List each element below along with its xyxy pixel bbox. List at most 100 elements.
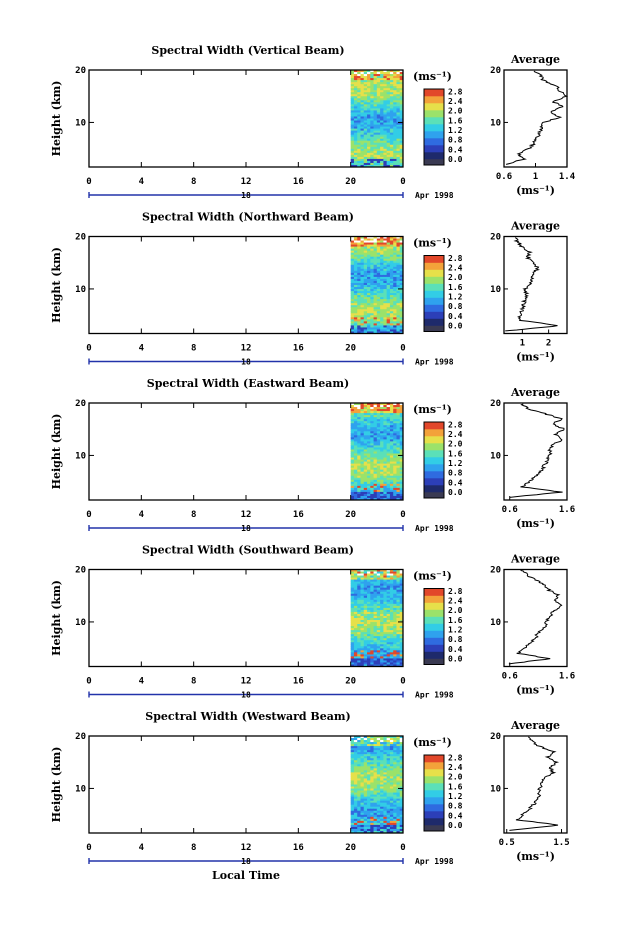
heatmap-cell bbox=[389, 118, 394, 121]
heatmap-cell bbox=[353, 607, 358, 611]
heatmap-cell bbox=[399, 451, 404, 454]
heatmap-cell bbox=[373, 640, 378, 643]
heatmap-cell bbox=[350, 569, 355, 572]
heatmap-cell bbox=[370, 236, 374, 239]
x-tick-label: 8 bbox=[191, 344, 196, 354]
heatmap-cell bbox=[360, 110, 365, 113]
heatmap-cell bbox=[396, 776, 401, 779]
colorbar-tick-label: 0.0 bbox=[448, 488, 463, 497]
heatmap-cell bbox=[386, 740, 391, 743]
heatmap-cell bbox=[380, 264, 384, 268]
heatmap-cell bbox=[357, 439, 361, 442]
heatmap-cell bbox=[353, 96, 358, 99]
heatmap-cell bbox=[389, 581, 394, 585]
heatmap-cell bbox=[389, 630, 394, 633]
heatmap-cell bbox=[357, 435, 361, 438]
heatmap-cell bbox=[367, 439, 371, 442]
heatmap-cell bbox=[353, 254, 358, 258]
heatmap-cell bbox=[370, 429, 374, 432]
heatmap-cell bbox=[370, 778, 374, 781]
heatmap-cell bbox=[383, 601, 388, 605]
heatmap-cell bbox=[363, 252, 368, 256]
heatmap-cell bbox=[396, 160, 401, 164]
heatmap-cell bbox=[386, 790, 391, 793]
heatmap-cell bbox=[399, 830, 404, 834]
heatmap-cell bbox=[399, 88, 404, 91]
colorbar-tick-label: 0.8 bbox=[448, 302, 463, 311]
heatmap-cell bbox=[363, 808, 368, 812]
heatmap-cell bbox=[370, 268, 374, 272]
heatmap-cell bbox=[353, 415, 358, 418]
heatmap-cell bbox=[370, 652, 374, 655]
heatmap-cell bbox=[383, 624, 388, 627]
heatmap-cell bbox=[350, 664, 355, 667]
heatmap-cell bbox=[386, 495, 391, 499]
heatmap-cell bbox=[389, 748, 394, 751]
heatmap-cell bbox=[389, 792, 394, 795]
heatmap-cell bbox=[373, 642, 378, 645]
colorbar-swatch bbox=[424, 103, 444, 111]
heatmap-cell bbox=[386, 455, 391, 458]
heatmap-cell bbox=[373, 762, 378, 765]
heatmap-cell bbox=[389, 74, 394, 77]
heatmap-cell bbox=[357, 650, 361, 653]
heatmap-cell bbox=[357, 264, 361, 268]
heatmap-cell bbox=[380, 658, 384, 661]
heatmap-cell bbox=[389, 640, 394, 643]
heatmap-cell bbox=[380, 812, 384, 816]
heatmap-cell bbox=[357, 88, 361, 91]
heatmap-cell bbox=[383, 479, 388, 483]
heatmap-cell bbox=[353, 295, 358, 298]
heatmap-cell bbox=[360, 812, 365, 816]
heatmap-cell bbox=[376, 96, 381, 99]
heatmap-cell bbox=[389, 92, 394, 95]
heatmap-cell bbox=[383, 124, 388, 127]
heatmap-cell bbox=[373, 772, 378, 775]
heatmap-cell bbox=[399, 78, 404, 81]
heatmap-cell bbox=[360, 491, 365, 495]
heatmap-cell bbox=[367, 658, 371, 661]
heatmap-cell bbox=[370, 782, 374, 785]
heatmap-cell bbox=[353, 276, 358, 280]
heatmap-cell bbox=[376, 595, 381, 599]
heatmap-cell bbox=[370, 455, 374, 458]
x-tick-label: 0 bbox=[86, 510, 91, 520]
heatmap-cell bbox=[386, 291, 391, 294]
heatmap-cell bbox=[353, 744, 358, 747]
heatmap-cell bbox=[386, 118, 391, 121]
heatmap-cell bbox=[386, 652, 391, 655]
heatmap-cell bbox=[396, 70, 401, 73]
heatmap-cell bbox=[357, 806, 361, 810]
heatmap-cell bbox=[367, 240, 371, 243]
heatmap-cell bbox=[399, 429, 404, 432]
heatmap-cell bbox=[396, 72, 401, 75]
y-tick-label: 10 bbox=[75, 618, 86, 628]
heatmap-cell bbox=[370, 415, 374, 418]
heatmap-cell bbox=[353, 152, 358, 156]
heatmap-cell bbox=[393, 124, 397, 127]
heatmap-cell bbox=[367, 664, 371, 667]
heatmap-cell bbox=[380, 272, 384, 276]
heatmap-cell bbox=[370, 650, 374, 653]
heatmap-cell bbox=[350, 605, 355, 609]
heatmap-cell bbox=[396, 248, 401, 252]
heatmap-cell bbox=[396, 270, 401, 274]
date-label: Apr 1998 bbox=[415, 358, 454, 367]
heatmap-cell bbox=[373, 449, 378, 452]
heatmap-cell bbox=[350, 770, 355, 773]
heatmap-cell bbox=[393, 303, 397, 306]
heatmap-cell bbox=[376, 248, 381, 252]
heatmap-cell bbox=[367, 824, 371, 828]
heatmap-cell bbox=[367, 285, 371, 288]
heatmap-cell bbox=[357, 110, 361, 113]
average-title: Average bbox=[510, 386, 560, 399]
heatmap-cell bbox=[393, 748, 397, 751]
heatmap-cell bbox=[389, 138, 394, 142]
heatmap-cell bbox=[357, 451, 361, 454]
heatmap-cell bbox=[350, 122, 355, 125]
heatmap-cell bbox=[353, 138, 358, 142]
heatmap-cell bbox=[363, 244, 368, 247]
heatmap-cell bbox=[396, 325, 401, 328]
heatmap-cell bbox=[393, 130, 397, 134]
heatmap-cell bbox=[393, 485, 397, 489]
